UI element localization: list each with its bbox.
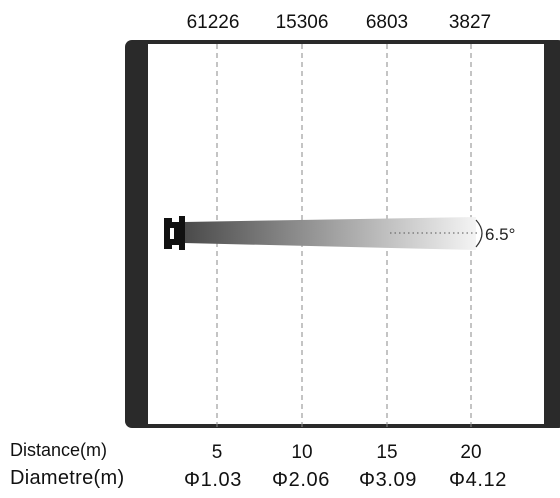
beam-angle-arc	[475, 219, 483, 248]
diameter-10m: Φ2.06	[272, 469, 330, 491]
diameter-5m: Φ1.03	[184, 469, 242, 491]
illuminance-5m: 61226	[187, 12, 240, 33]
diameter-20m: Φ4.12	[449, 469, 507, 491]
illuminance-15m: 6803	[366, 12, 408, 33]
illuminance-20m: 3827	[449, 12, 491, 33]
beam-angle-label: 6.5°	[485, 225, 515, 244]
diameter-15m: Φ3.09	[359, 469, 417, 491]
distance-label: Distance(m)	[10, 440, 107, 460]
distance-5m: 5	[212, 442, 223, 463]
illuminance-10m: 15306	[276, 12, 329, 33]
fixture-icon	[164, 216, 185, 250]
diameter-label: Diametre(m)	[10, 467, 124, 489]
distance-20m: 20	[460, 442, 481, 463]
distance-10m: 10	[291, 442, 312, 463]
light-beam	[184, 217, 476, 250]
distance-15m: 15	[376, 442, 397, 463]
